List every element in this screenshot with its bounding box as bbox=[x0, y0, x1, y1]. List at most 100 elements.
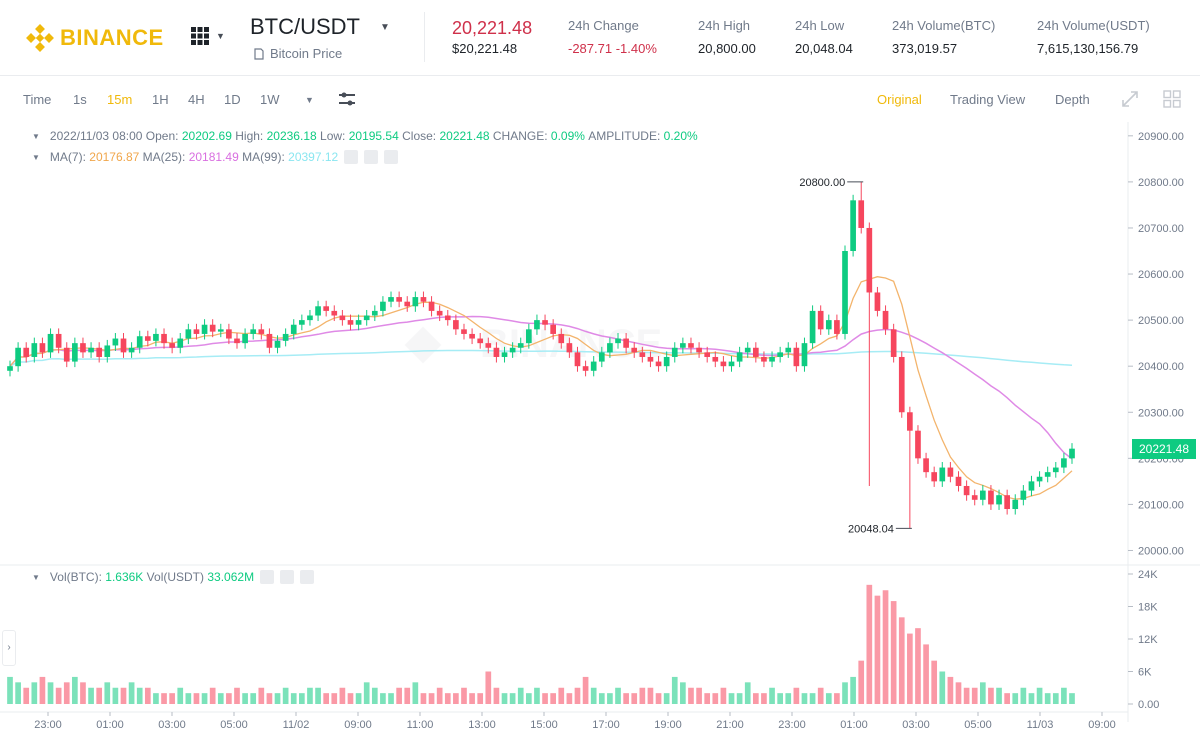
candle-body bbox=[355, 320, 362, 325]
candle-body bbox=[347, 320, 354, 325]
candle-body bbox=[63, 347, 70, 362]
chart-toolbar: Time 1s 15m 1H 4H 1D 1W ▼ Original Tradi… bbox=[0, 76, 1200, 122]
candle-body bbox=[769, 356, 775, 362]
candle-body bbox=[112, 338, 119, 346]
interval-1d[interactable]: 1D bbox=[224, 92, 241, 107]
volume-bar bbox=[436, 687, 443, 704]
legend-change-label: CHANGE: bbox=[492, 129, 548, 143]
volume-bar bbox=[550, 693, 556, 704]
interval-15m[interactable]: 15m bbox=[107, 92, 133, 107]
more-intervals-icon[interactable]: ▼ bbox=[305, 95, 314, 105]
volume-bar bbox=[23, 687, 30, 704]
stat-value: 20,048.04 bbox=[795, 41, 853, 56]
volume-bar bbox=[161, 693, 167, 704]
stat-value: 20,800.00 bbox=[698, 41, 756, 56]
volume-bar bbox=[307, 687, 313, 704]
candle-body bbox=[582, 366, 589, 371]
apps-menu[interactable]: ▼ bbox=[190, 26, 225, 46]
volume-bar bbox=[979, 682, 986, 704]
pair-dropdown-icon[interactable]: ▼ bbox=[380, 22, 390, 33]
eye-icon[interactable] bbox=[344, 150, 359, 164]
candle-body bbox=[120, 338, 127, 353]
grid-apps-icon bbox=[191, 27, 209, 45]
price-tick-label: 20600.00 bbox=[1138, 269, 1184, 281]
volume-bar bbox=[371, 687, 378, 704]
interval-1w[interactable]: 1W bbox=[260, 92, 280, 107]
close-icon[interactable] bbox=[384, 150, 399, 164]
volume-tick-label: 0.00 bbox=[1138, 699, 1159, 711]
collapse-icon[interactable]: ▼ bbox=[32, 572, 40, 582]
interval-1s[interactable]: 1s bbox=[73, 92, 87, 107]
candle-body bbox=[1044, 472, 1051, 477]
volume-bar bbox=[898, 617, 905, 704]
candle-body bbox=[663, 356, 670, 367]
volume-bar bbox=[15, 682, 21, 704]
candle-body bbox=[144, 336, 151, 341]
volume-bar bbox=[736, 693, 743, 704]
candle-body bbox=[842, 251, 848, 334]
price-tick-label: 20800.00 bbox=[1138, 177, 1184, 189]
time-tick-label: 21:00 bbox=[716, 719, 744, 731]
ma99-label: MA(99): bbox=[242, 150, 285, 164]
candle-body bbox=[801, 343, 808, 367]
pair-title[interactable]: BTC/USDT bbox=[250, 14, 360, 39]
ma25-label: MA(25): bbox=[142, 150, 186, 164]
settings-sliders-icon[interactable] bbox=[337, 89, 357, 109]
expand-panel-icon[interactable]: › bbox=[2, 630, 16, 666]
candlestick-chart[interactable]: BINANCE 20900.0020800.0020700.0020600.00… bbox=[0, 122, 1200, 736]
volume-bar bbox=[299, 693, 305, 704]
volume-bar bbox=[217, 693, 224, 704]
volume-bar bbox=[971, 687, 978, 704]
volume-bar bbox=[226, 693, 232, 704]
collapse-icon[interactable]: ▼ bbox=[32, 152, 40, 162]
legend-close: 20221.48 bbox=[439, 129, 490, 143]
pair-subtitle[interactable]: Bitcoin Price bbox=[254, 46, 342, 61]
time-tick-label: 15:00 bbox=[530, 719, 558, 731]
candle-body bbox=[639, 352, 646, 357]
collapse-icon[interactable]: ▼ bbox=[32, 131, 40, 141]
layout-grid-icon[interactable] bbox=[1162, 89, 1182, 109]
volume-bar bbox=[639, 687, 646, 704]
candle-body bbox=[363, 315, 370, 321]
interval-1h[interactable]: 1H bbox=[152, 92, 169, 107]
chart-area[interactable]: BINANCE 20900.0020800.0020700.0020600.00… bbox=[0, 122, 1200, 736]
candle-body bbox=[955, 476, 962, 486]
candle-body bbox=[979, 490, 986, 500]
candle-body bbox=[931, 472, 938, 482]
volume-bar bbox=[526, 693, 532, 704]
vol-btc-label: Vol(BTC): bbox=[49, 570, 102, 584]
volume-bar bbox=[777, 693, 783, 704]
ma25-value: 20181.49 bbox=[188, 150, 239, 164]
candle-body bbox=[315, 306, 321, 316]
vol-usdt-value: 33.062M bbox=[207, 570, 255, 584]
interval-time[interactable]: Time bbox=[23, 92, 52, 107]
close-icon[interactable] bbox=[300, 570, 315, 584]
candle-body bbox=[736, 352, 743, 362]
view-trading-view[interactable]: Trading View bbox=[950, 92, 1026, 107]
view-original[interactable]: Original bbox=[877, 92, 922, 107]
brand-logo[interactable]: BINANCE bbox=[26, 24, 164, 52]
candle-body bbox=[566, 343, 573, 353]
vol-btc-value: 1.636K bbox=[105, 570, 144, 584]
candle-body bbox=[371, 310, 378, 316]
time-tick-label: 05:00 bbox=[220, 719, 248, 731]
settings-icon[interactable] bbox=[280, 570, 295, 584]
view-depth[interactable]: Depth bbox=[1055, 92, 1090, 107]
candle-body bbox=[461, 329, 467, 334]
candle-body bbox=[809, 310, 816, 344]
settings-icon[interactable] bbox=[364, 150, 379, 164]
volume-bar bbox=[1061, 687, 1067, 704]
volume-bar bbox=[574, 687, 581, 704]
candle-body bbox=[939, 467, 946, 482]
candle-body bbox=[388, 297, 394, 302]
candle-body bbox=[501, 352, 508, 357]
fullscreen-icon[interactable] bbox=[1120, 89, 1140, 109]
eye-icon[interactable] bbox=[260, 570, 275, 584]
candle-body bbox=[72, 343, 78, 362]
legend-low: 20195.54 bbox=[348, 129, 399, 143]
candle-body bbox=[1052, 467, 1059, 473]
volume-bar bbox=[355, 693, 362, 704]
volume-bar bbox=[793, 687, 800, 704]
volume-bar bbox=[517, 687, 524, 704]
interval-4h[interactable]: 4H bbox=[188, 92, 205, 107]
